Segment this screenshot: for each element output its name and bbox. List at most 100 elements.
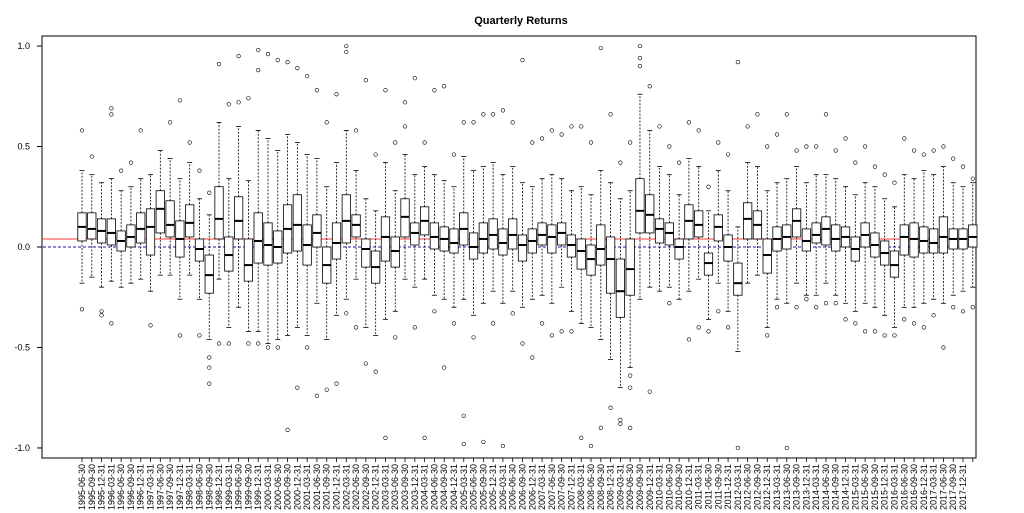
outlier-point (804, 297, 809, 302)
outlier-point (598, 45, 603, 51)
box (292, 194, 302, 252)
outlier-point (226, 102, 231, 107)
box (204, 254, 214, 294)
outlier-point (119, 168, 124, 173)
outlier-point (784, 112, 789, 117)
x-tick-label: 2000-09-30 (283, 464, 293, 510)
outlier-point (559, 132, 564, 137)
outlier-point (794, 148, 799, 153)
x-tick-label: 2009-12-31 (645, 464, 655, 510)
outlier-point (745, 124, 750, 129)
x-tick-label: 2004-06-30 (429, 464, 439, 510)
box (155, 190, 165, 234)
outlier-point (618, 421, 623, 426)
y-tick-label: -1.0 (14, 443, 30, 453)
x-tick-label: 2005-09-30 (478, 464, 488, 510)
x-tick-label: 2003-06-30 (390, 464, 400, 510)
outlier-point (295, 385, 300, 390)
box (762, 238, 772, 274)
outlier-point (628, 140, 633, 145)
outlier-point (109, 106, 114, 111)
x-tick-label: 2003-12-31 (410, 464, 420, 510)
outlier-point (853, 321, 858, 326)
box (625, 238, 635, 296)
x-tick-label: 1995-06-30 (77, 464, 87, 510)
outlier-point (951, 305, 956, 310)
outlier-point (823, 301, 829, 306)
outlier-point (843, 136, 848, 141)
box (390, 236, 400, 268)
outlier-point (402, 100, 408, 105)
outlier-point (373, 152, 378, 157)
outlier-point (128, 160, 134, 165)
outlier-point (765, 333, 770, 338)
box (263, 222, 273, 266)
box (615, 258, 625, 318)
x-tick-label: 1996-06-30 (116, 464, 126, 510)
outlier-point (168, 120, 173, 125)
outlier-point (569, 124, 574, 129)
outlier-point (872, 329, 878, 334)
x-tick-label: 2005-03-31 (459, 464, 469, 510)
x-tick-label: 1998-12-31 (214, 464, 224, 510)
outlier-point (305, 74, 310, 79)
outlier-point (412, 325, 417, 330)
outlier-point (579, 435, 584, 441)
outlier-point (960, 309, 966, 314)
box (126, 224, 136, 248)
x-tick-label: 2002-06-30 (351, 464, 361, 510)
outlier-point (207, 381, 212, 386)
box (596, 224, 606, 266)
outlier-point (148, 323, 153, 328)
box (654, 218, 665, 244)
box (909, 222, 919, 258)
outlier-point (774, 132, 780, 137)
outlier-point (951, 156, 956, 161)
box (664, 222, 674, 246)
box (429, 222, 440, 250)
x-tick-label: 2014-06-30 (821, 464, 831, 510)
outlier-point (970, 305, 975, 310)
box (449, 228, 459, 254)
x-tick-label: 2015-12-31 (880, 464, 890, 510)
box (136, 212, 146, 244)
box (929, 228, 939, 254)
x-tick-label: 2016-09-30 (909, 464, 919, 510)
outlier-point (177, 98, 182, 103)
box (478, 222, 488, 254)
outlier-point (373, 369, 378, 374)
outlier-point (285, 60, 290, 65)
x-tick-label: 2006-03-31 (498, 464, 508, 510)
box (194, 238, 205, 262)
x-tick-label: 2012-09-30 (752, 464, 762, 510)
outlier-point (207, 365, 212, 370)
outlier-point (451, 321, 457, 326)
x-tick-label: 2013-09-30 (792, 464, 802, 510)
outlier-point (275, 58, 280, 63)
outlier-point (442, 84, 447, 89)
x-tick-label: 1998-09-30 (204, 464, 214, 510)
y-tick-label: 0.5 (17, 142, 30, 152)
outlier-point (324, 120, 329, 125)
outlier-point (393, 335, 398, 340)
box (185, 204, 195, 238)
outlier-point (216, 62, 222, 67)
outlier-point (628, 373, 633, 378)
outlier-point (393, 140, 398, 145)
x-tick-label: 2011-06-30 (703, 464, 713, 509)
x-tick-label: 2000-03-31 (263, 464, 273, 510)
outlier-point (324, 387, 329, 392)
outlier-point (491, 321, 496, 326)
box (537, 222, 547, 246)
outlier-point (265, 345, 271, 350)
outlier-point (226, 341, 231, 346)
x-tick-label: 1999-06-30 (234, 464, 244, 510)
x-tick-label: 1997-09-30 (165, 464, 175, 510)
box (557, 222, 567, 246)
outlier-point (706, 329, 711, 334)
outlier-point (637, 43, 643, 49)
outlier-point (863, 329, 868, 334)
box (899, 224, 909, 256)
outlier-point (344, 49, 349, 55)
outlier-point (911, 148, 917, 153)
